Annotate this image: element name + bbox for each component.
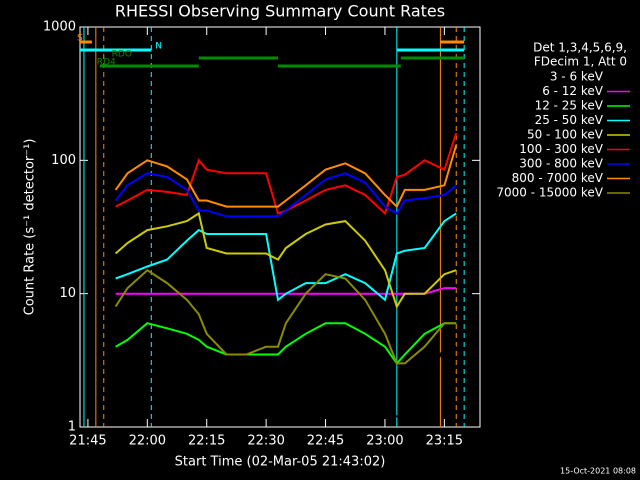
legend-label: 800 - 7000 keV — [512, 171, 604, 185]
legend-header: Det 1,3,4,5,6,9, — [533, 41, 627, 55]
series-line — [115, 132, 458, 216]
plot-frame — [79, 26, 481, 428]
y-tick-label: 100 — [51, 153, 76, 168]
x-tick-label: 22:30 — [247, 434, 284, 449]
legend-label: 50 - 100 keV — [527, 128, 604, 142]
flag-label: RD4 — [97, 58, 116, 68]
series-line — [114, 268, 457, 365]
chart-title: RHESSI Observing Summary Count Rates — [115, 2, 445, 21]
x-tick-label: 23:15 — [426, 434, 463, 449]
legend-label: 100 - 300 keV — [519, 142, 603, 156]
series-line — [114, 172, 457, 218]
y-tick-label: 1 — [68, 420, 76, 435]
series-line — [115, 212, 457, 302]
flag-label: RDO — [112, 50, 132, 60]
x-tick-label: 23:00 — [366, 434, 403, 449]
legend-label: 3 - 6 keV — [550, 70, 604, 84]
series-line — [114, 211, 457, 309]
legend-label: 7000 - 15000 keV — [496, 186, 603, 200]
footer: 15-Oct-2021 08:08 — [560, 467, 636, 476]
series-line — [114, 144, 458, 209]
series-line — [115, 322, 457, 366]
series-line — [115, 287, 457, 295]
legend-label: 12 - 25 keV — [535, 99, 604, 113]
flag-label: N — [155, 42, 162, 52]
flag-label: S — [77, 34, 83, 44]
x-tick-label: 21:45 — [69, 434, 106, 449]
x-tick-label: 22:15 — [188, 434, 225, 449]
x-axis-label: Start Time (02-Mar-05 21:43:02) — [175, 455, 386, 470]
y-axis-label: Count Rate (s⁻¹ detector⁻¹) — [23, 139, 38, 316]
legend-label: 25 - 50 keV — [535, 113, 604, 127]
legend-header: FDecim 1, Att 0 — [534, 55, 627, 69]
y-tick-label: 10 — [59, 286, 76, 301]
y-tick-label: 1000 — [43, 20, 76, 35]
series-line — [115, 345, 457, 418]
x-tick-label: 22:45 — [307, 434, 344, 449]
x-tick-label: 22:00 — [129, 434, 166, 449]
legend-label: 6 - 12 keV — [542, 84, 604, 98]
legend-label: 300 - 800 keV — [519, 157, 603, 171]
